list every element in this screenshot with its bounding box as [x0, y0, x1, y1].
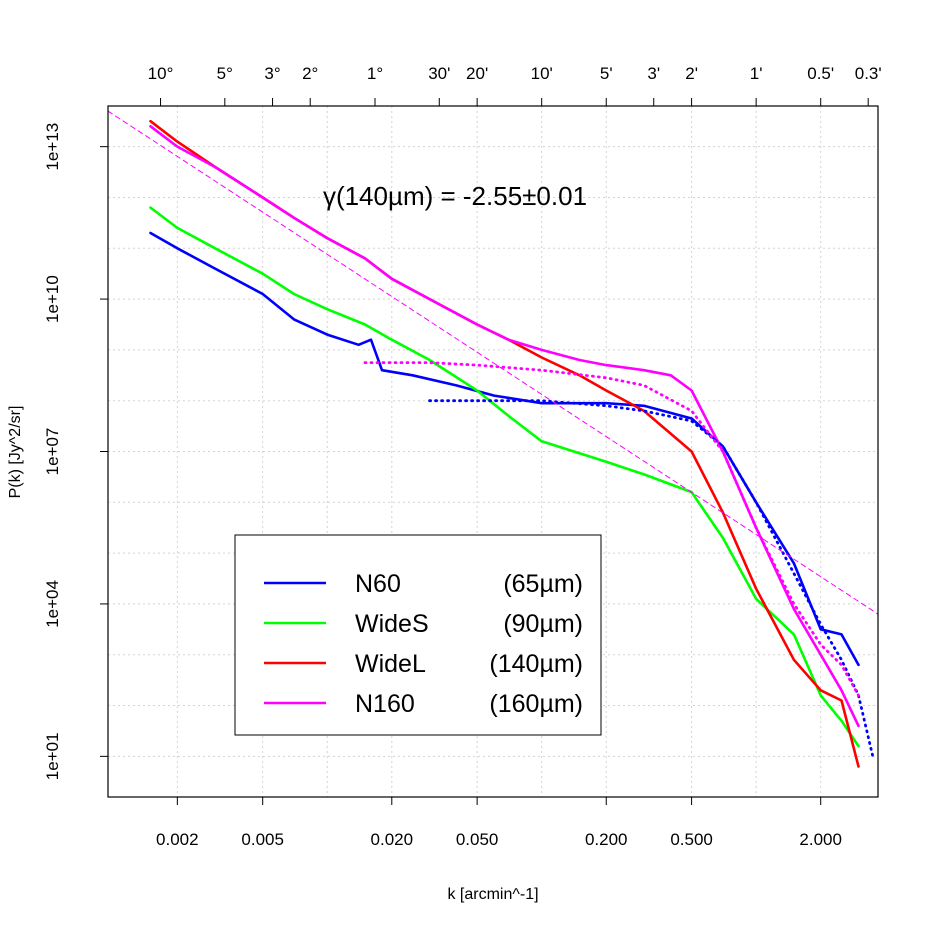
series-group	[108, 110, 878, 768]
series-line-wides-90-m	[149, 206, 860, 748]
legend: N60 (65µm) WideS (90µm) WideL (140µm) N160 (160…	[234, 534, 602, 736]
top-tick-label: 0.5'	[807, 64, 834, 83]
annotation-gamma: γ(140µm) = -2.55±0.01	[323, 181, 587, 211]
x-tick-label: 2.000	[799, 830, 842, 849]
top-tick-label: 2°	[302, 64, 318, 83]
legend-wavelength-n160: (160µm)	[489, 690, 583, 718]
legend-label-n60: N60	[355, 570, 401, 598]
x-tick-label: 0.002	[156, 830, 199, 849]
series-line-n60-65-m	[149, 231, 860, 667]
top-tick-label: 10'	[531, 64, 553, 83]
y-tick-label: 1e+13	[43, 123, 62, 171]
x-tick-label: 0.200	[585, 830, 628, 849]
top-tick-label: 3'	[647, 64, 660, 83]
legend-label-wides: WideS	[355, 610, 429, 638]
bottom-axis: 0.002 0.005 0.020 0.050 0.200 0.500 2.000	[156, 797, 842, 849]
series-line-fit-140-m	[108, 110, 878, 615]
y-tick-label: 1e+01	[43, 732, 62, 780]
top-tick-label: 1'	[750, 64, 763, 83]
top-tick-label: 10°	[148, 64, 174, 83]
legend-label-n160: N160	[355, 690, 415, 718]
top-tick-label: 20'	[466, 64, 488, 83]
series-line-n60-model	[428, 399, 875, 758]
legend-wavelength-wides: (90µm)	[503, 610, 583, 638]
x-axis-title: k [arcmin^-1]	[447, 886, 538, 903]
left-axis: 1e+01 1e+04 1e+07 1e+10 1e+13	[43, 123, 108, 780]
x-tick-label: 0.020	[371, 830, 414, 849]
legend-box	[234, 534, 602, 736]
y-tick-label: 1e+04	[43, 580, 62, 628]
y-axis-title: P(k) [Jy^2/sr]	[7, 406, 24, 499]
x-tick-label: 0.500	[670, 830, 713, 849]
legend-wavelength-n60: (65µm)	[503, 570, 583, 598]
top-tick-label: 5'	[600, 64, 613, 83]
y-tick-label: 1e+07	[43, 428, 62, 476]
top-tick-label: 2'	[685, 64, 698, 83]
top-tick-label: 30'	[428, 64, 450, 83]
y-tick-label: 1e+10	[43, 275, 62, 323]
legend-wavelength-widel: (140µm)	[489, 650, 583, 678]
top-tick-label: 0.3'	[855, 64, 882, 83]
top-axis: 10° 5° 3° 2° 1° 30' 20' 10' 5' 3' 2' 1' 0.5' 0.3'	[148, 64, 882, 106]
top-tick-label: 5°	[217, 64, 233, 83]
top-tick-label: 1°	[367, 64, 383, 83]
top-tick-label: 3°	[264, 64, 280, 83]
x-tick-label: 0.005	[241, 830, 284, 849]
x-tick-label: 0.050	[456, 830, 499, 849]
legend-label-widel: WideL	[355, 650, 426, 678]
